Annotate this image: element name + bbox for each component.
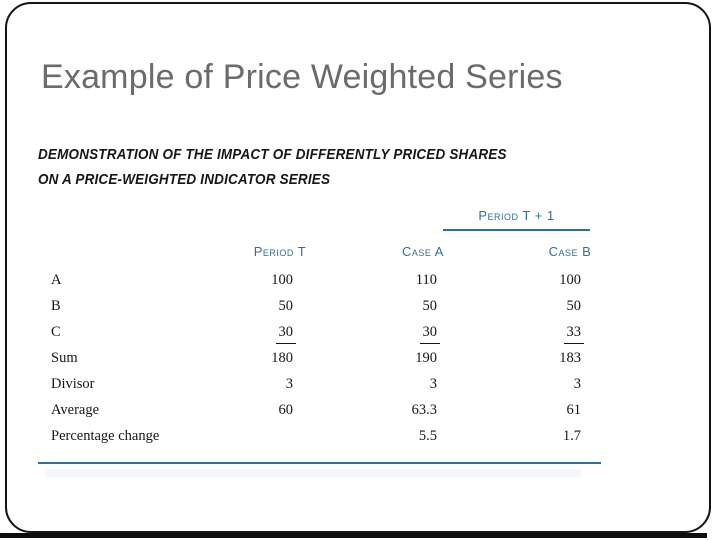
cell-case-a: 63.3 bbox=[411, 402, 437, 418]
row-label: Average bbox=[51, 402, 100, 418]
row-label: Divisor bbox=[51, 376, 95, 392]
row-label: Sum bbox=[51, 350, 78, 366]
table-row: A 100 110 100 bbox=[38, 271, 601, 297]
row-label: Percentage change bbox=[51, 428, 160, 444]
column-header-period-t: Period T bbox=[253, 244, 307, 259]
table-row: B 50 50 50 bbox=[38, 297, 601, 323]
cell-period-t: 3 bbox=[285, 376, 293, 392]
table-bottom-rule bbox=[38, 462, 601, 464]
cell-case-a: 50 bbox=[422, 298, 438, 314]
table-caption-line1: DEMONSTRATION OF THE IMPACT OF DIFFERENT… bbox=[38, 147, 507, 163]
table-caption: DEMONSTRATION OF THE IMPACT OF DIFFERENT… bbox=[38, 143, 507, 193]
table-row: Average 60 63.3 61 bbox=[38, 401, 601, 427]
cell-case-b: 50 bbox=[566, 298, 582, 314]
column-header-case-a: Case A bbox=[402, 244, 444, 259]
underlined-value: 30 bbox=[275, 323, 296, 344]
cell-period-t bbox=[220, 427, 293, 453]
table-caption-line2: ON A PRICE-WEIGHTED INDICATOR SERIES bbox=[38, 172, 331, 188]
underlined-value: 33 bbox=[563, 323, 584, 344]
cell-case-a: 3 bbox=[429, 376, 437, 392]
cell-case-b: 183 bbox=[559, 350, 581, 366]
slide-bottom-edge-bar bbox=[0, 533, 707, 538]
cell-case-b: 33 bbox=[437, 323, 584, 349]
table-row: Percentage change 5.5 1.7 bbox=[38, 427, 601, 453]
cell-case-b: 1.7 bbox=[562, 428, 581, 444]
cell-case-b: 100 bbox=[559, 272, 581, 288]
table-row: C 30 30 33 bbox=[38, 323, 601, 349]
cell-case-a: 30 bbox=[293, 323, 440, 349]
row-label: C bbox=[51, 324, 61, 340]
column-header-case-b: Case B bbox=[548, 244, 592, 259]
slide-frame bbox=[5, 2, 711, 533]
cell-period-t: 100 bbox=[271, 272, 293, 288]
cell-case-a: 190 bbox=[415, 350, 437, 366]
spanner-underline-rule bbox=[443, 229, 590, 231]
column-group-header-period-t-plus-1: Period T + 1 bbox=[478, 208, 555, 223]
cell-case-b: 3 bbox=[573, 376, 581, 392]
cell-case-a: 5.5 bbox=[418, 428, 437, 444]
cell-period-t: 50 bbox=[278, 298, 294, 314]
table-row: Sum 180 190 183 bbox=[38, 349, 601, 375]
cell-period-t: 30 bbox=[220, 323, 296, 349]
table-row: Divisor 3 3 3 bbox=[38, 375, 601, 401]
cell-case-a: 110 bbox=[415, 272, 437, 288]
slide-title: Example of Price Weighted Series bbox=[41, 58, 563, 96]
cell-case-b: 61 bbox=[566, 402, 582, 418]
underlined-value: 30 bbox=[419, 323, 440, 344]
scan-artifact-band bbox=[45, 469, 581, 477]
row-label: B bbox=[51, 298, 61, 314]
row-label: A bbox=[51, 272, 62, 288]
cell-period-t: 60 bbox=[278, 402, 294, 418]
cell-period-t: 180 bbox=[271, 350, 293, 366]
